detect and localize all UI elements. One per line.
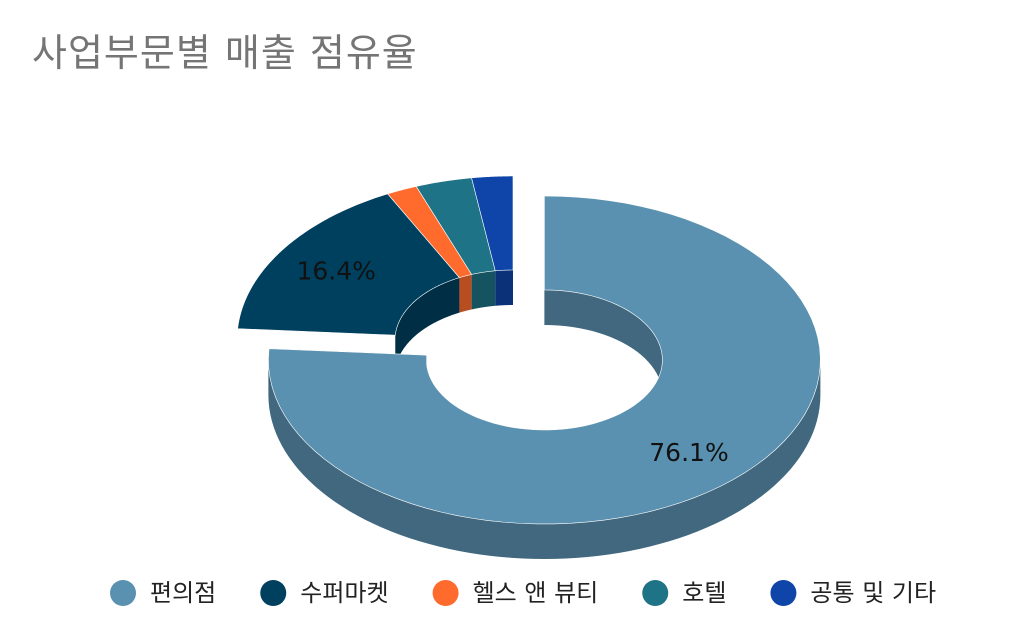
legend-label: 편의점 [150, 579, 216, 607]
data-label: 76.1% [649, 438, 728, 467]
legend-swatch [642, 580, 669, 606]
legend-item: 수퍼마켓 [260, 579, 389, 607]
slice [471, 175, 514, 306]
legend-swatch [770, 580, 797, 606]
legend-item: 호텔 [642, 579, 726, 607]
legend-item: 헬스 앤 뷰티 [432, 579, 599, 607]
legend-swatch [260, 580, 287, 606]
chart-title: 사업부문별 매출 점유율 [32, 31, 418, 75]
legend-item: 공통 및 기타 [770, 579, 936, 607]
legend-label: 헬스 앤 뷰티 [473, 579, 599, 607]
legend-label: 수퍼마켓 [300, 579, 388, 607]
legend-swatch [110, 580, 136, 606]
legend-label: 호텔 [682, 579, 726, 607]
legend-swatch [432, 580, 459, 606]
slice [268, 195, 821, 559]
legend-item: 편의점 [110, 579, 216, 607]
legend-label: 공통 및 기타 [810, 579, 936, 607]
slice [415, 177, 496, 310]
data-label: 16.4% [296, 257, 375, 286]
